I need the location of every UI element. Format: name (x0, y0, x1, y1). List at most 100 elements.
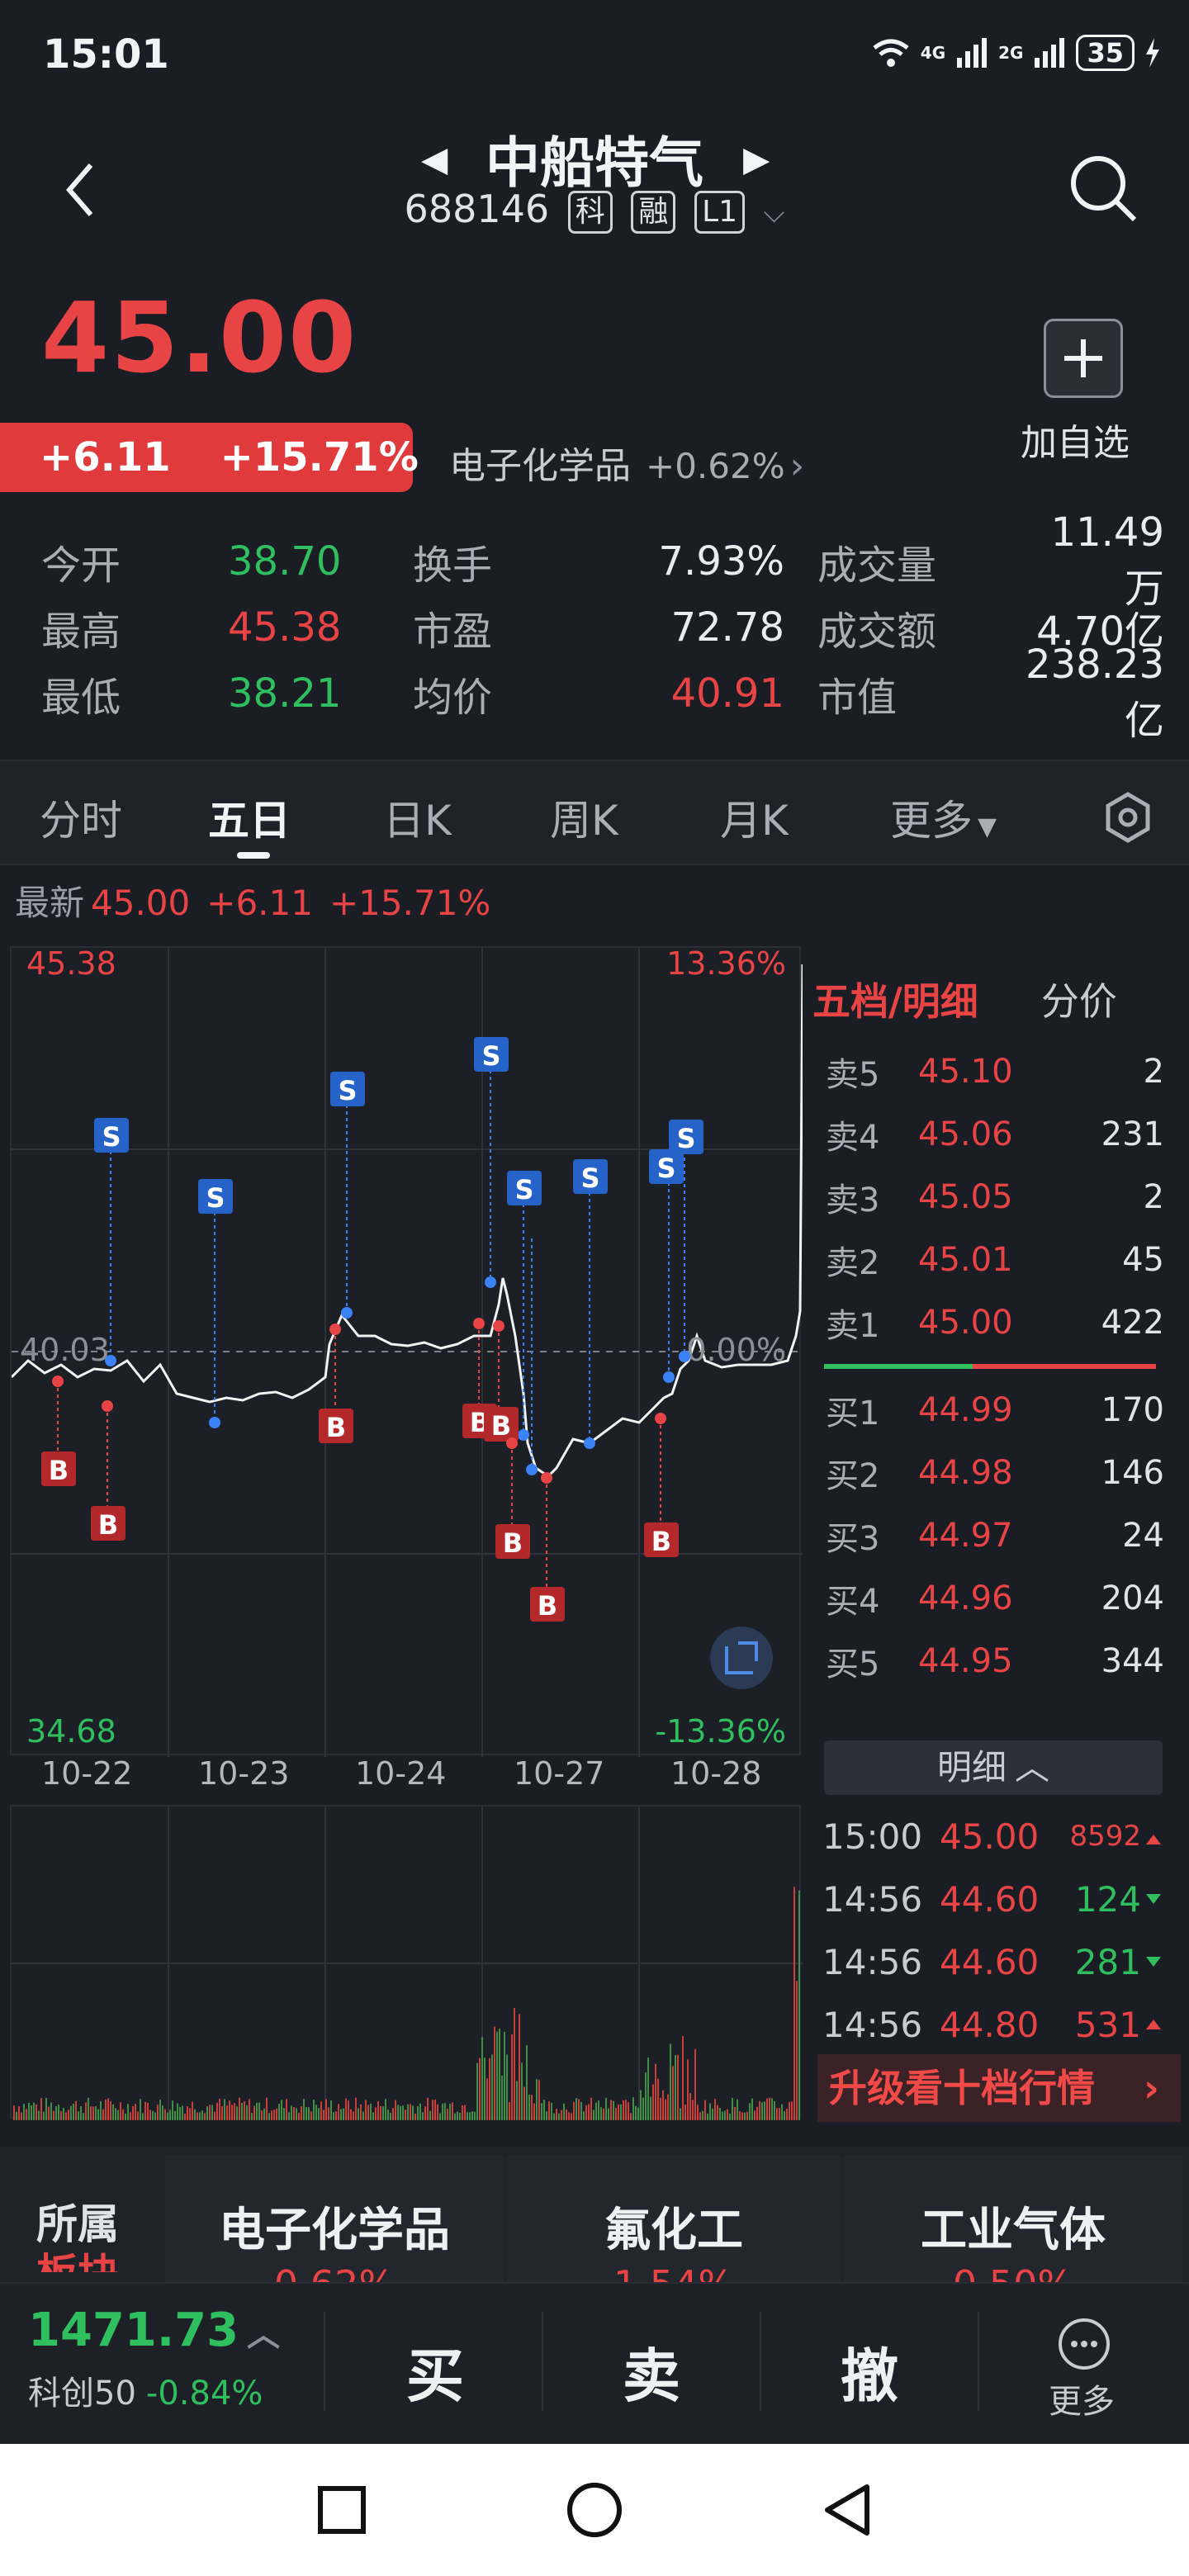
sector-card[interactable]: 工业气体 0.50% (844, 2155, 1182, 2289)
volume-bar (132, 2105, 134, 2120)
tab-five-day[interactable]: 五日 (208, 797, 291, 845)
expand-chart-icon[interactable] (710, 1627, 773, 1689)
sell-marker[interactable]: S (198, 1179, 233, 1428)
tab-weekly-k[interactable]: 周K (550, 797, 618, 845)
add-watchlist-button[interactable] (1044, 319, 1123, 398)
index-name: 科创50 (28, 2375, 136, 2413)
buy-marker[interactable]: B (91, 1400, 126, 1541)
volume-bar (167, 2112, 168, 2120)
volume-bar (781, 2104, 783, 2120)
sell-marker[interactable]: S (94, 1118, 129, 1366)
volume-bar (618, 2104, 619, 2120)
volume-bar (462, 2105, 463, 2120)
tab-price-distribution[interactable]: 分价 (1040, 979, 1117, 1024)
sell-marker[interactable]: S (573, 1159, 608, 1449)
volume-bar (640, 2090, 642, 2120)
volume-bar (491, 2054, 493, 2120)
sell-level-row[interactable]: 卖5 45.10 2 (809, 1040, 1172, 1103)
sell-marker-label: S (206, 1182, 225, 1214)
buy-marker[interactable]: B (644, 1413, 679, 1557)
buy-level-row[interactable]: 买1 44.99 170 (809, 1379, 1172, 1442)
back-nav-icon[interactable] (821, 2482, 874, 2538)
sector-card[interactable]: 氟化工 1.54% (507, 2155, 841, 2289)
buy-level-row[interactable]: 买3 44.97 24 (809, 1504, 1172, 1567)
sell-level-row[interactable]: 卖3 45.05 2 (809, 1166, 1172, 1229)
tab-order-book[interactable]: 五档/明细 (812, 979, 978, 1024)
sector-card[interactable]: 电子化学品 0.62% (165, 2155, 504, 2289)
buy-marker[interactable]: B (41, 1376, 76, 1486)
volume-bar (92, 2106, 94, 2120)
stat-value: 238.23亿 (1026, 642, 1164, 744)
stats-grid: 今开 38.70 换手 7.93% 成交量 11.49万 最高 45.38 市盈… (41, 509, 1164, 744)
tab-monthly-k[interactable]: 月K (720, 797, 789, 845)
divider (978, 2312, 979, 2411)
sell-marker[interactable]: S (474, 1037, 509, 1288)
sell-marker[interactable]: S (649, 1149, 684, 1383)
industry-link[interactable]: 电子化学品 +0.62% › (449, 436, 804, 489)
volume-bar (48, 2106, 50, 2120)
more-options-icon[interactable] (1057, 2317, 1111, 2371)
tab-more[interactable]: 更多 ▼ (890, 788, 997, 847)
sell-marker[interactable] (526, 1238, 538, 1475)
buy-level-row[interactable]: 买5 44.95 344 (809, 1630, 1172, 1693)
sell-marker[interactable]: S (507, 1171, 542, 1441)
add-watchlist-label[interactable]: 加自选 (1021, 422, 1130, 464)
volume-bar (45, 2097, 47, 2120)
sell-level-row[interactable]: 卖1 45.00 422 (809, 1291, 1172, 1354)
buy-marker[interactable]: B (530, 1472, 565, 1622)
volume-bar (365, 2100, 367, 2120)
volume-bar (216, 2102, 218, 2120)
buy-marker[interactable]: B (319, 1324, 353, 1443)
tab-more-label: 更多 (890, 797, 973, 845)
stock-code-row[interactable]: 688146 科 融 L1 ⌵ (0, 187, 1189, 234)
sell-marker[interactable]: S (669, 1120, 703, 1362)
back-arrow-icon[interactable] (58, 157, 107, 223)
volume-bar (97, 2109, 99, 2120)
buy-marker[interactable]: B (484, 1320, 519, 1442)
sell-marker[interactable]: S (330, 1072, 365, 1319)
tab-daily-k[interactable]: 日K (383, 797, 452, 845)
volume-bar (784, 2110, 785, 2120)
cancel-order-button[interactable]: 撤 (841, 2342, 898, 2410)
volume-bar (192, 2101, 193, 2120)
plus-icon (1064, 339, 1102, 377)
volume-bar (172, 2100, 173, 2120)
volume-bar (120, 2102, 121, 2120)
volume-bar (385, 2099, 386, 2120)
tab-intraday[interactable]: 分时 (40, 797, 122, 845)
volume-bar (142, 2113, 144, 2120)
search-icon[interactable] (1065, 150, 1139, 225)
chart-settings-icon[interactable] (1101, 791, 1154, 844)
volume-bar (36, 2104, 37, 2120)
buy-marker-label: B (538, 1590, 557, 1622)
volume-bar (263, 2108, 265, 2120)
volume-bar (771, 2098, 773, 2120)
volume-bar (531, 2095, 533, 2120)
upgrade-level2-banner[interactable]: 升级看十档行情 › (817, 2054, 1181, 2122)
index-quote[interactable]: 1471.73 ︿ (28, 2304, 280, 2357)
volume-bar (335, 2111, 337, 2120)
volume-bar (353, 2111, 354, 2120)
latest-price: 45.00 (91, 883, 191, 923)
prev-stock-icon[interactable]: ◀ (421, 139, 448, 179)
volume-bar (345, 2098, 347, 2120)
volume-bar (717, 2105, 718, 2120)
buy-marker[interactable]: B (495, 1437, 530, 1559)
sell-level-row[interactable]: 卖2 45.01 45 (809, 1229, 1172, 1291)
buy-button[interactable]: 买 (406, 2342, 464, 2410)
volume-bar (519, 2014, 520, 2120)
detail-toggle[interactable]: 明细 ︿ (824, 1740, 1163, 1795)
next-stock-icon[interactable]: ▶ (743, 139, 770, 179)
sell-level-row[interactable]: 卖4 45.06 231 (809, 1103, 1172, 1166)
recent-apps-icon[interactable] (317, 2485, 367, 2535)
sell-button[interactable]: 卖 (623, 2342, 680, 2410)
volume-bar (769, 2097, 770, 2120)
more-label[interactable]: 更多 (1049, 2383, 1115, 2421)
volume-bar (115, 2108, 116, 2120)
five-day-chart[interactable]: 45.38 40.03 34.68 13.36% 0.00% -13.36% S… (10, 946, 803, 1757)
buy-level-row[interactable]: 买2 44.98 146 (809, 1442, 1172, 1504)
buy-level-row[interactable]: 买4 44.96 204 (809, 1567, 1172, 1630)
volume-bar (177, 2103, 178, 2120)
volume-bar (211, 2105, 213, 2120)
home-icon[interactable] (566, 2482, 623, 2538)
